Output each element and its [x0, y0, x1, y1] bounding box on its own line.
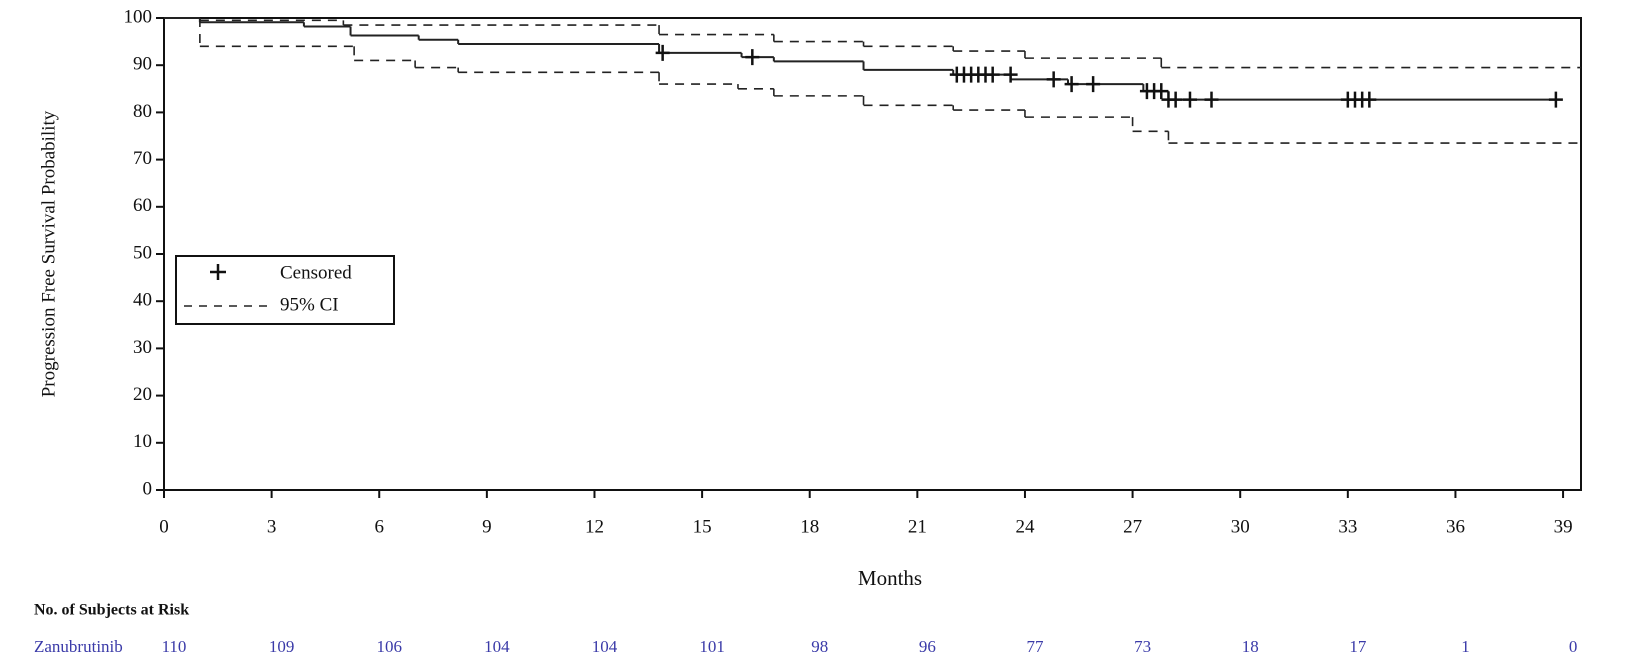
- y-tick-label: 90: [133, 54, 152, 75]
- risk-title: No. of Subjects at Risk: [34, 602, 189, 619]
- x-tick-label: 6: [374, 516, 384, 537]
- x-tick-label: 27: [1123, 516, 1142, 537]
- x-tick-label: 9: [482, 516, 492, 537]
- risk-count: 110: [162, 637, 187, 656]
- risk-count: 77: [1026, 637, 1044, 656]
- censor-mark: [745, 49, 760, 66]
- y-tick-label: 0: [143, 478, 153, 499]
- legend-box: [175, 255, 395, 325]
- censor-mark: [1064, 76, 1079, 93]
- x-tick-label: 33: [1338, 516, 1357, 537]
- risk-count: 73: [1134, 637, 1151, 656]
- y-tick-label: 70: [133, 148, 152, 169]
- censor-mark: [1086, 76, 1101, 93]
- censor-mark: [1204, 91, 1219, 108]
- y-tick-label: 20: [133, 384, 152, 405]
- risk-count: 98: [811, 637, 828, 656]
- y-tick-label: 100: [124, 6, 153, 27]
- x-tick-label: 39: [1554, 516, 1573, 537]
- x-tick-label: 18: [800, 516, 819, 537]
- risk-count: 109: [269, 637, 295, 656]
- risk-count: 104: [592, 637, 618, 656]
- risk-count: 0: [1569, 637, 1578, 656]
- risk-label: Zanubrutinib: [34, 637, 123, 656]
- censor-mark: [1182, 91, 1197, 108]
- plot-frame: [163, 17, 1582, 491]
- x-tick-label: 3: [267, 516, 277, 537]
- y-tick-label: 30: [133, 337, 152, 358]
- x-tick-label: 24: [1015, 516, 1035, 537]
- censor-mark: [1154, 83, 1169, 100]
- y-tick-label: 60: [133, 195, 152, 216]
- y-tick-label: 10: [133, 431, 152, 452]
- y-tick-label: 50: [133, 242, 152, 263]
- censor-mark: [1168, 91, 1183, 108]
- x-tick-label: 12: [585, 516, 604, 537]
- censor-mark: [1362, 91, 1377, 108]
- censor-mark: [1046, 71, 1061, 88]
- risk-count: 104: [484, 637, 510, 656]
- y-tick-label: 40: [133, 290, 152, 311]
- x-tick-label: 21: [908, 516, 927, 537]
- y-tick-label: 80: [133, 101, 152, 122]
- censor-mark: [1548, 91, 1563, 108]
- risk-count: 96: [919, 637, 936, 656]
- x-tick-label: 30: [1231, 516, 1250, 537]
- y-axis-label: Progression Free Survival Probability: [38, 110, 59, 397]
- legend-censor-symbol: [210, 264, 226, 280]
- risk-count: 17: [1349, 637, 1367, 656]
- censor-mark: [655, 44, 670, 61]
- x-tick-label: 15: [693, 516, 712, 537]
- risk-count: 18: [1242, 637, 1259, 656]
- legend-censored: Censored: [280, 262, 352, 283]
- x-axis-label: Months: [858, 566, 922, 590]
- risk-count: 106: [376, 637, 402, 656]
- x-tick-label: 36: [1446, 516, 1465, 537]
- censor-mark: [1003, 66, 1018, 83]
- legend-ci: 95% CI: [280, 294, 339, 315]
- risk-count: 1: [1461, 637, 1470, 656]
- risk-count: 101: [699, 637, 725, 656]
- censor-mark: [985, 66, 1000, 83]
- x-tick-label: 0: [159, 516, 169, 537]
